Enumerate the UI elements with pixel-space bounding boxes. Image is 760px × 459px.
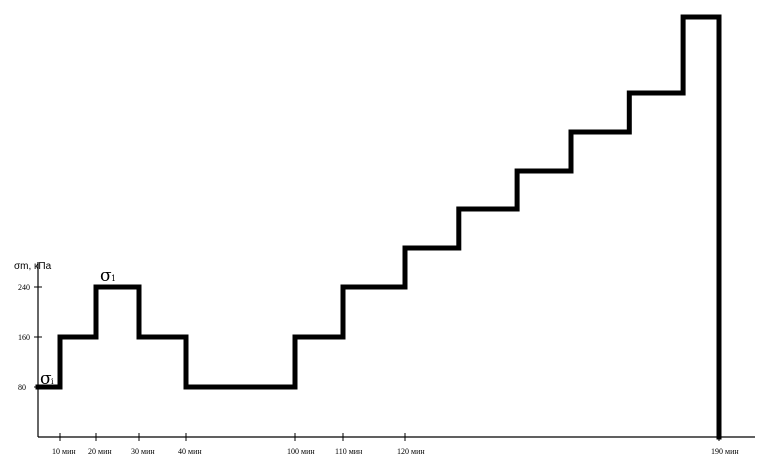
sigma-1-subscript: 1	[111, 274, 116, 283]
load-step-line	[35, 14, 722, 440]
sigma-i-symbol: σ	[40, 369, 52, 389]
x-tick-label: 20 мин	[88, 447, 112, 456]
x-tick-label: 40 мин	[178, 447, 202, 456]
y-tick-label: 240	[18, 283, 30, 292]
x-tick-label: 120 мин	[397, 447, 425, 456]
sigma-1-symbol: σ	[100, 266, 112, 286]
sigma-i-subscript: i	[51, 377, 54, 386]
x-tick-label: 100 мин	[287, 447, 315, 456]
y-tick-label: 80	[18, 383, 26, 392]
y-tick-label: 160	[18, 333, 30, 342]
y-axis-label: σm, кПа	[14, 261, 52, 272]
x-tick-label: 10 мин	[52, 447, 76, 456]
sigma-i-annotation: σ i	[40, 369, 54, 389]
x-tick-label: 30 мин	[131, 447, 155, 456]
x-ticks: 10 мин 20 мин 30 мин 40 мин 100 мин 110 мин 12…	[52, 433, 739, 456]
sigma-1-annotation: σ 1	[100, 266, 116, 286]
x-tick-label: 190 мин	[711, 447, 739, 456]
x-tick-label: 110 мин	[335, 447, 363, 456]
